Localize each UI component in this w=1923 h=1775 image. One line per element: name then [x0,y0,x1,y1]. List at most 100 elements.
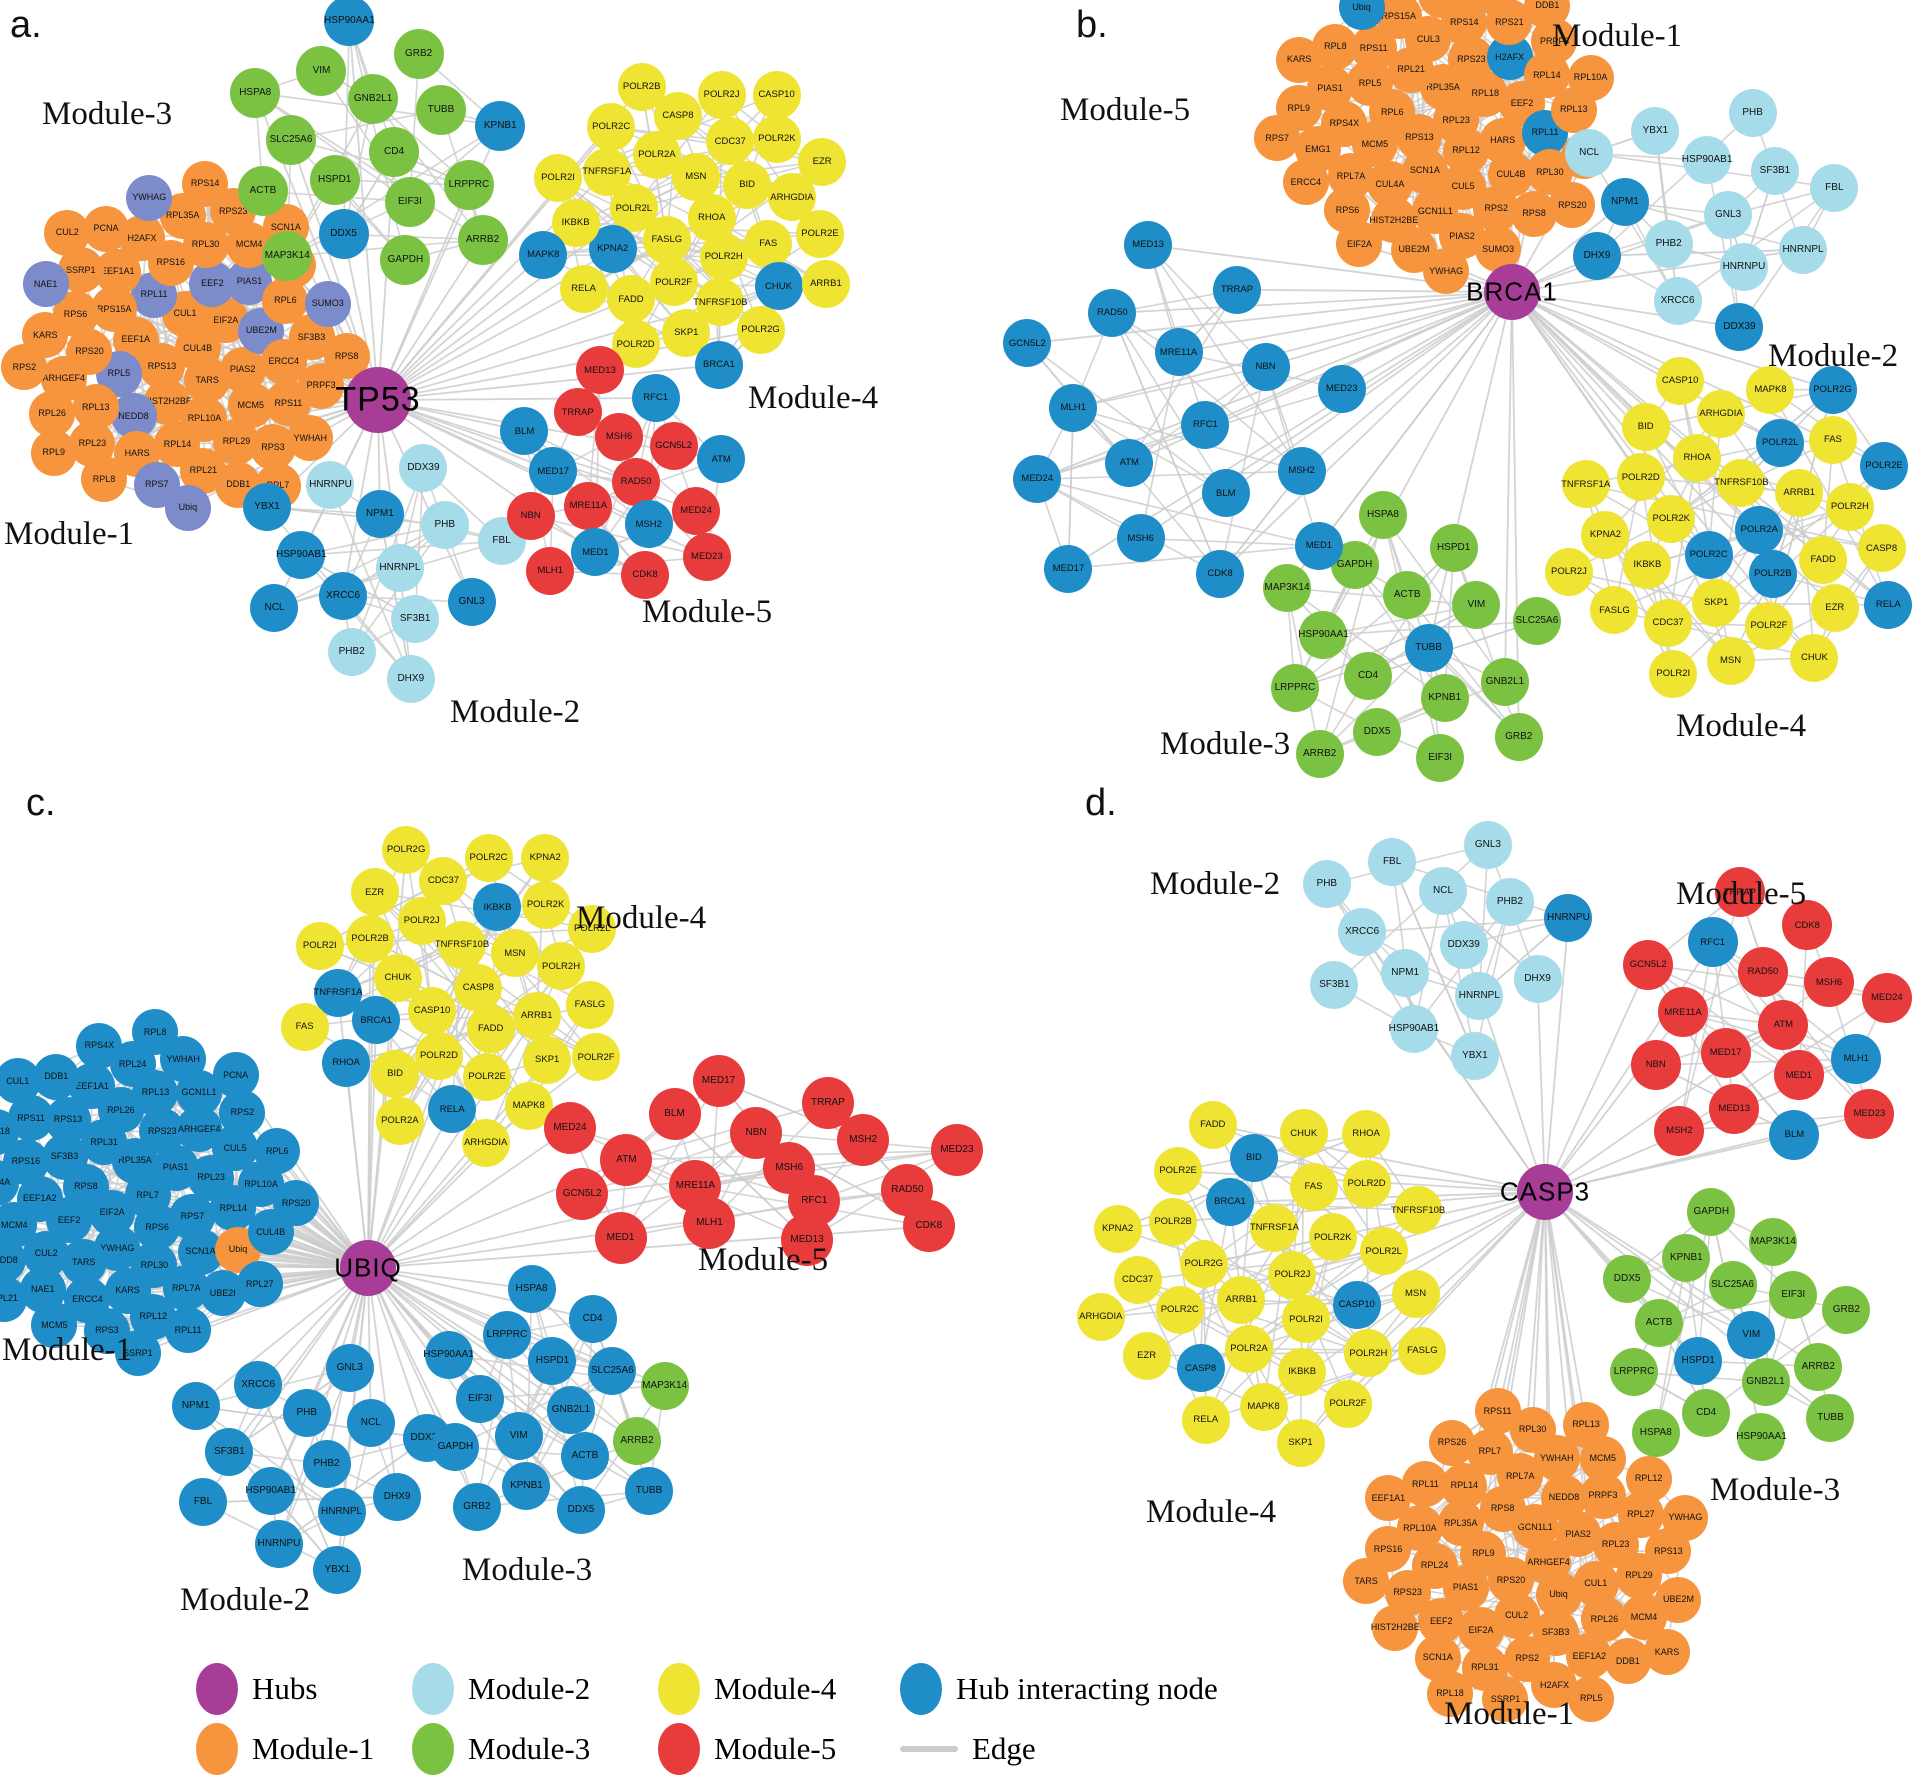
node-med23[interactable]: MED23 [1844,1088,1895,1139]
node-actb[interactable]: ACTB [560,1432,609,1481]
node-ddb1[interactable]: DDB1 [33,1053,80,1100]
node-med1[interactable]: MED1 [1294,521,1343,570]
node-fbl[interactable]: FBL [179,1478,227,1527]
node-tnfrsf10b[interactable]: TNFRSF10B [435,920,489,969]
node-dhx9[interactable]: DHX9 [373,1472,422,1521]
node-rpl18[interactable]: RPL18 [0,1108,20,1155]
node-fbl[interactable]: FBL [1810,163,1859,212]
node-polr2d[interactable]: POLR2D [414,1031,463,1080]
node-slc25a6[interactable]: SLC25A6 [588,1346,637,1395]
node-kpnb1[interactable]: KPNB1 [1662,1234,1711,1283]
node-hsp90aa1[interactable]: HSP90AA1 [1736,1413,1787,1462]
node-msn[interactable]: MSN [490,929,539,978]
node-chuk[interactable]: CHUK [754,262,803,311]
node-nae1[interactable]: NAE1 [22,261,69,308]
node-chuk[interactable]: CHUK [374,953,422,1002]
node-ncl[interactable]: NCL [1565,129,1614,178]
node-gcn5l2[interactable]: GCN5L2 [1003,319,1052,368]
node-polr2a[interactable]: POLR2A [375,1097,424,1146]
node-tars[interactable]: TARS [1343,1558,1390,1605]
node-msh2[interactable]: MSH2 [1654,1105,1705,1156]
node-ybx1[interactable]: YBX1 [1631,106,1680,155]
node-hspa8[interactable]: HSPA8 [1631,1409,1680,1458]
node-rpl13[interactable]: RPL13 [1563,1401,1610,1448]
node-faslg[interactable]: FASLG [1398,1326,1447,1375]
node-skp1[interactable]: SKP1 [1692,579,1741,628]
node-gnb2l1[interactable]: GNB2L1 [546,1386,595,1434]
node-chuk[interactable]: CHUK [1279,1109,1328,1158]
node-med24[interactable]: MED24 [543,1102,596,1155]
node-rpl6[interactable]: RPL6 [254,1128,301,1174]
node-med1[interactable]: MED1 [594,1211,647,1264]
node-rpl5[interactable]: RPL5 [1568,1675,1615,1722]
node-kpnb1[interactable]: KPNB1 [475,100,526,151]
node-ssrp1[interactable]: SSRP1 [1482,1676,1529,1723]
node-hsp90ab1[interactable]: HSP90AB1 [276,531,327,580]
node-cd4[interactable]: CD4 [369,127,420,177]
node-polr2j[interactable]: POLR2J [1544,547,1593,596]
node-polr2e[interactable]: POLR2E [1154,1146,1203,1195]
node-dhx9[interactable]: DHX9 [1572,231,1621,280]
node-hnrnpl[interactable]: HNRNPL [1455,971,1504,1020]
node-rpl7[interactable]: RPL7 [1466,1428,1513,1475]
node-tnfrsf10b[interactable]: TNFRSF10B [1391,1186,1445,1235]
node-xrcc6[interactable]: XRCC6 [1653,276,1702,325]
node-map3k14[interactable]: MAP3K14 [640,1361,689,1410]
node-npm1[interactable]: NPM1 [1381,949,1430,998]
node-phb2[interactable]: PHB2 [302,1440,351,1488]
node-phb[interactable]: PHB [282,1388,331,1437]
node-eif3i[interactable]: EIF3I [456,1374,505,1423]
node-cd4[interactable]: CD4 [568,1294,617,1343]
node-hsp90ab1[interactable]: HSP90AB1 [1389,1005,1439,1054]
node-polr2a[interactable]: POLR2A [1225,1324,1274,1373]
node-casp8[interactable]: CASP8 [1176,1344,1225,1393]
node-ezr[interactable]: EZR [798,137,847,186]
node-cdc37[interactable]: CDC37 [706,117,755,166]
node-rpl8[interactable]: RPL8 [81,456,128,503]
node-rad50[interactable]: RAD50 [1088,289,1137,337]
node-msh2[interactable]: MSH2 [1277,447,1326,496]
node-hsp90aa1[interactable]: HSP90AA1 [1298,611,1349,660]
node-sumo3[interactable]: SUMO3 [1475,226,1522,273]
node-eif3i[interactable]: EIF3I [384,176,435,227]
node-polr2f[interactable]: POLR2F [1323,1379,1372,1428]
node-med17[interactable]: MED17 [1044,544,1093,593]
node-ywhag[interactable]: YWHAG [1423,248,1470,295]
node-gapdh[interactable]: GAPDH [1687,1187,1736,1236]
node-kpna2[interactable]: KPNA2 [521,834,570,883]
node-polr2f[interactable]: POLR2F [1744,602,1793,651]
node-rps8[interactable]: RPS8 [1511,190,1558,237]
node-polr2e[interactable]: POLR2E [795,210,844,259]
node-polr2e[interactable]: POLR2E [1860,441,1909,490]
node-rps20[interactable]: RPS20 [273,1180,320,1227]
node-ncl[interactable]: NCL [1419,867,1468,916]
node-polr2k[interactable]: POLR2K [752,114,801,163]
node-ybx1[interactable]: YBX1 [313,1545,362,1594]
node-med24[interactable]: MED24 [672,486,721,535]
node-kars[interactable]: KARS [1276,36,1323,83]
node-rpl10a[interactable]: RPL10A [1567,54,1614,101]
node-hspd1[interactable]: HSPD1 [528,1337,577,1386]
node-phb2[interactable]: PHB2 [327,628,376,677]
node-gcn5l2[interactable]: GCN5L2 [556,1168,609,1221]
node-dhx9[interactable]: DHX9 [1513,955,1562,1004]
node-map3k14[interactable]: MAP3K14 [262,231,313,282]
node-slc25a6[interactable]: SLC25A6 [1512,597,1561,646]
node-cd4[interactable]: CD4 [1344,652,1393,701]
hub-brca1[interactable] [1484,264,1540,320]
node-fas[interactable]: FAS [1808,415,1857,464]
node-rps11[interactable]: RPS11 [1474,1388,1521,1435]
node-rpl9[interactable]: RPL9 [30,429,77,476]
node-blm[interactable]: BLM [648,1087,701,1140]
node-gnl3[interactable]: GNL3 [1463,820,1512,869]
node-rela[interactable]: RELA [1181,1395,1230,1444]
node-polr2l[interactable]: POLR2L [1756,418,1805,467]
node-ybx1[interactable]: YBX1 [243,483,292,532]
node-rfc1[interactable]: RFC1 [631,374,680,422]
node-hspd1[interactable]: HSPD1 [309,154,360,205]
node-rela[interactable]: RELA [1864,581,1913,630]
node-tubb[interactable]: TUBB [1404,624,1453,672]
node-sf3b1[interactable]: SF3B1 [205,1427,254,1476]
node-casp10[interactable]: CASP10 [752,70,801,119]
node-rps20[interactable]: RPS20 [1549,182,1596,229]
